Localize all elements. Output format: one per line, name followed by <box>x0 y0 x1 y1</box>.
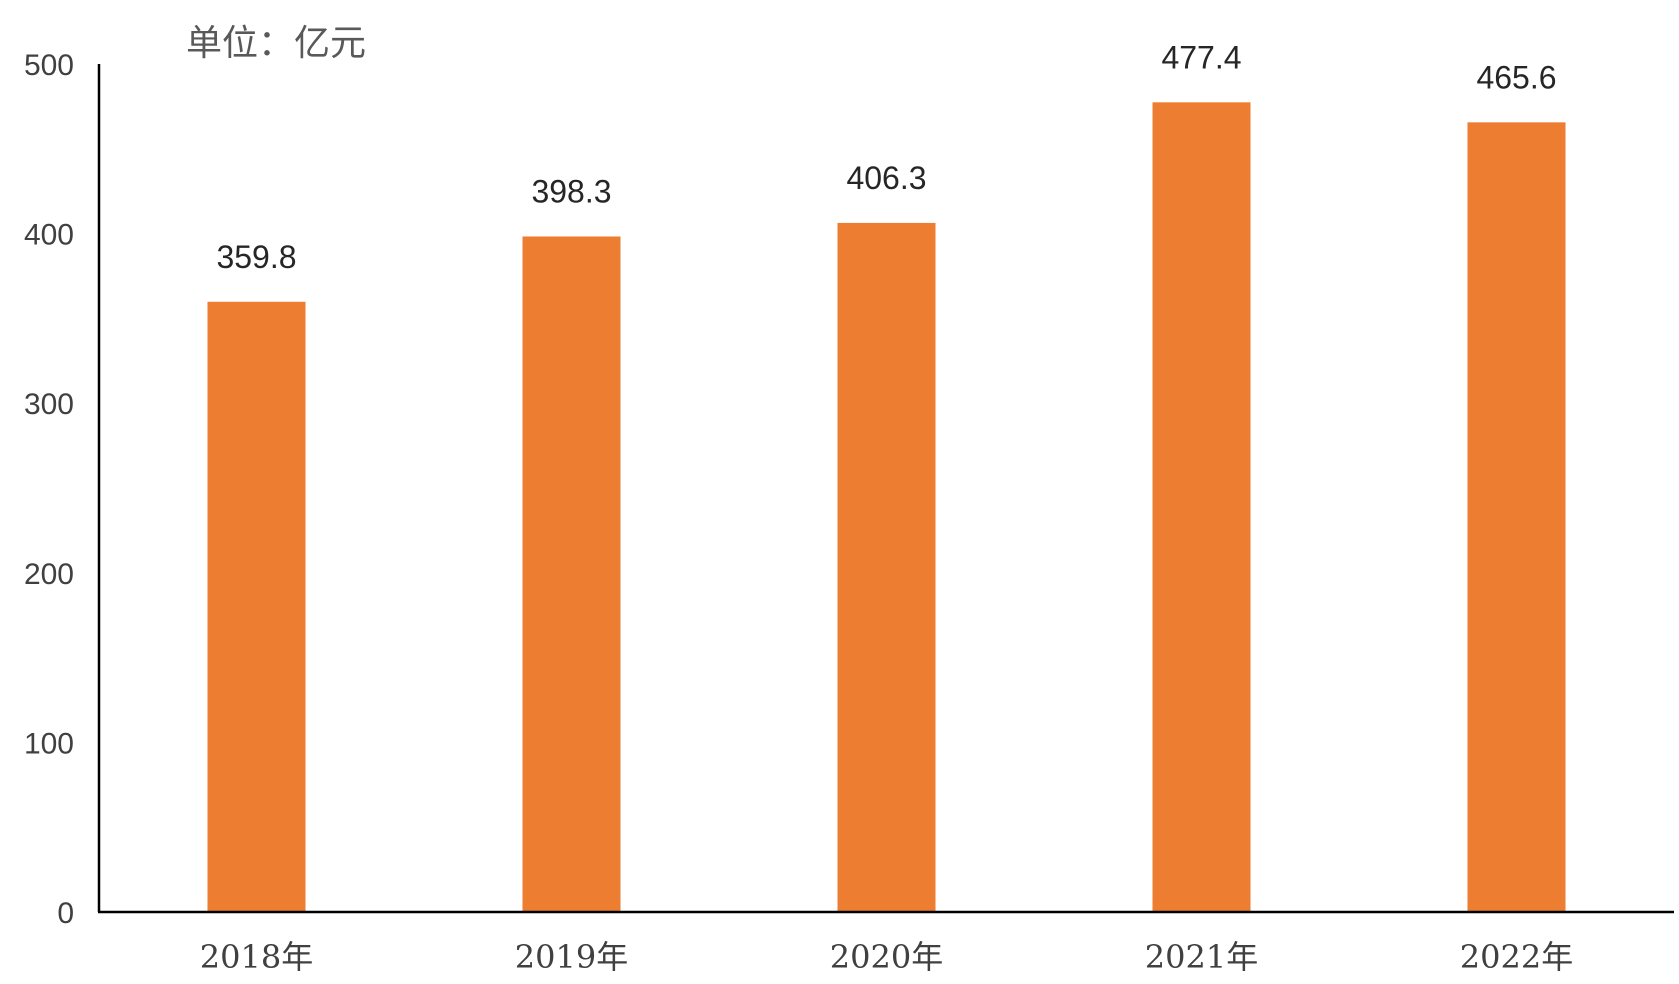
x-tick-label: 2018年 <box>200 938 313 976</box>
bars <box>207 102 1566 913</box>
y-tick-label: 300 <box>24 388 74 421</box>
y-tick-label: 100 <box>24 727 74 760</box>
data-label: 406.3 <box>846 160 926 196</box>
x-tick-label: 2020年 <box>830 938 943 976</box>
x-tick-label: 2019年 <box>515 938 628 976</box>
x-axis-labels: 2018年 2019年 2020年 2021年 2022年 <box>200 938 1573 976</box>
data-labels: 359.8 398.3 406.3 477.4 465.6 <box>216 39 1556 274</box>
y-tick-label: 200 <box>24 558 74 591</box>
bar <box>1467 122 1566 912</box>
data-label: 465.6 <box>1476 59 1556 95</box>
bar <box>207 301 306 913</box>
bar <box>522 236 621 912</box>
unit-label: 单位：亿元 <box>186 23 366 64</box>
y-tick-label: 0 <box>57 897 74 930</box>
y-axis-ticks: 0 100 200 300 400 500 <box>24 49 74 930</box>
y-tick-label: 400 <box>24 219 74 252</box>
y-tick-label: 500 <box>24 49 74 82</box>
data-label: 477.4 <box>1161 39 1241 75</box>
x-tick-label: 2022年 <box>1460 938 1573 976</box>
x-tick-label: 2021年 <box>1145 938 1258 976</box>
bar <box>837 222 936 912</box>
data-label: 359.8 <box>216 239 296 275</box>
bar <box>1152 102 1251 913</box>
data-label: 398.3 <box>531 173 611 209</box>
